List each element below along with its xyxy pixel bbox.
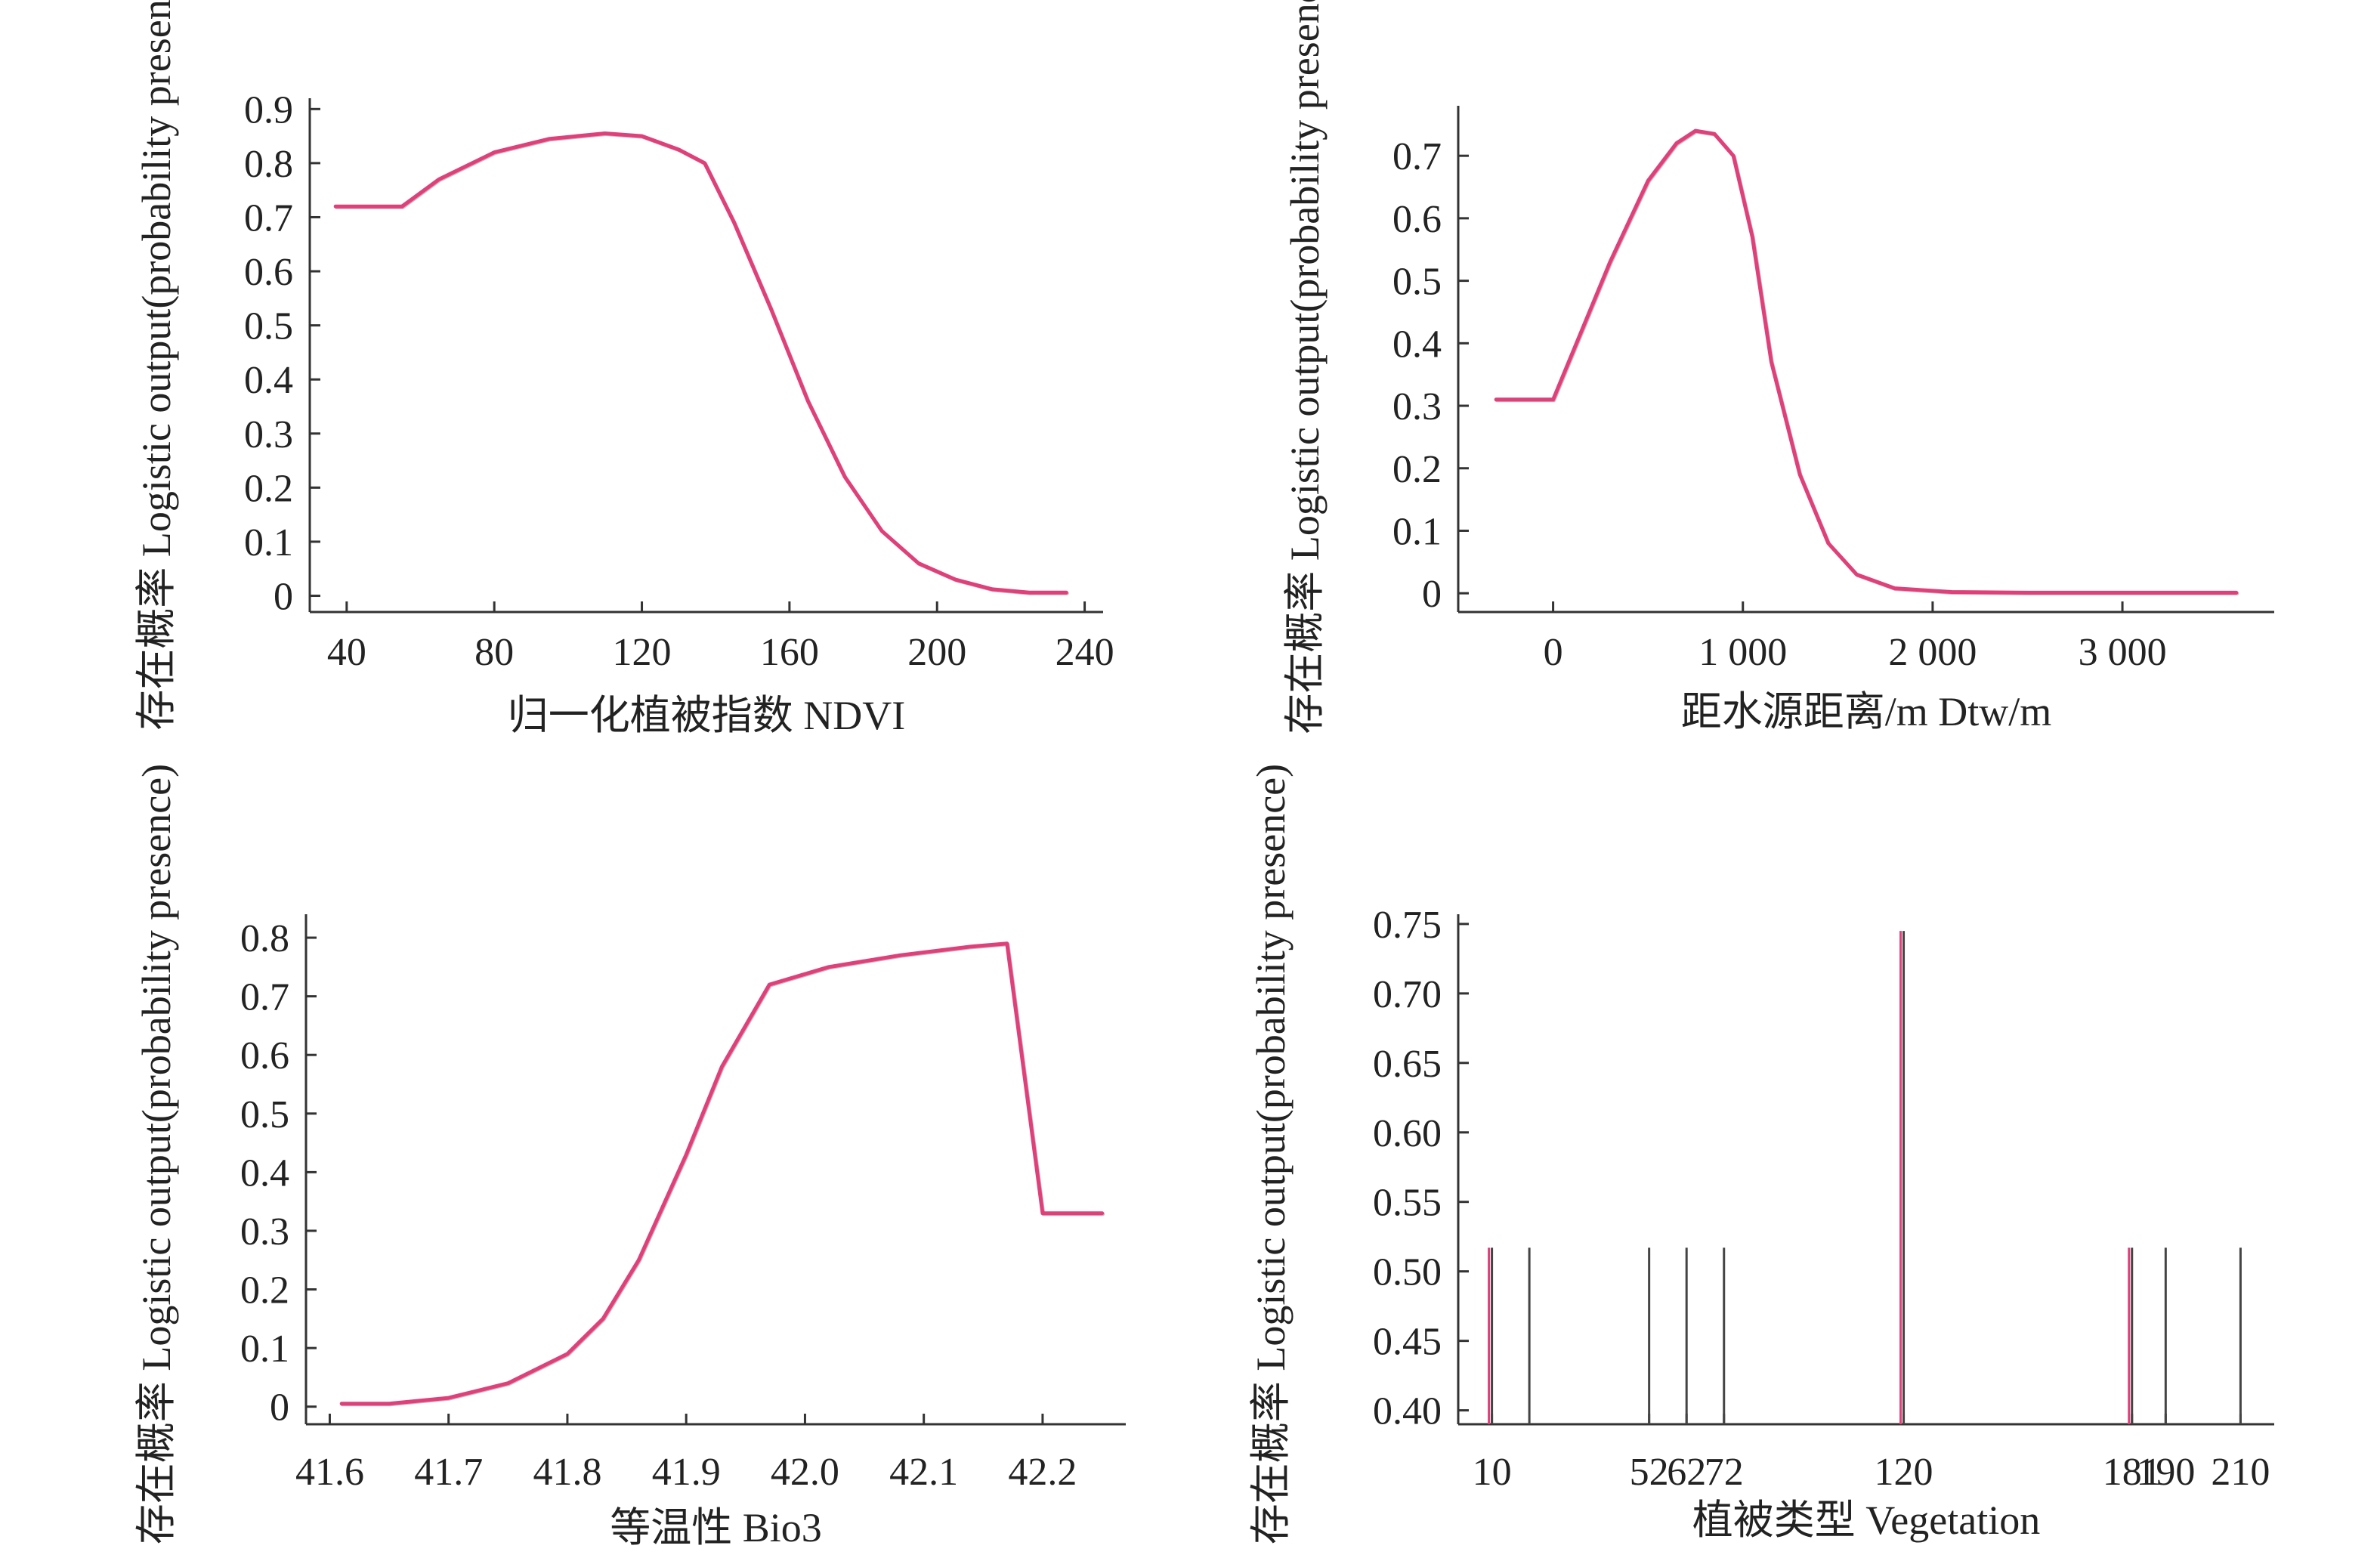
y-tick-label: 0.8 — [244, 143, 293, 186]
y-tick-label: 0.2 — [240, 1269, 289, 1312]
x-tick-label: 160 — [760, 631, 819, 674]
panel-isothermality: 0 0.1 0.2 0.3 0.4 0.5 0.6 0.7 0.8 41.6 41.7 41.8 41.… — [134, 764, 1126, 1550]
x-tick-label: 240 — [1056, 631, 1114, 674]
x-tick-label: 62 — [1667, 1451, 1706, 1494]
x-tick-label: 52 — [1630, 1451, 1669, 1494]
y-tick-label: 0.1 — [1392, 510, 1442, 553]
x-tick-label: 42.0 — [771, 1451, 839, 1494]
x-tick-label: 10 — [1473, 1451, 1512, 1494]
x-tick-label: 80 — [474, 631, 514, 674]
y-tick-label: 0.8 — [240, 917, 289, 960]
x-tick-label: 120 — [1875, 1451, 1933, 1494]
panel-distance-to-water: 0 0.1 0.2 0.3 0.4 0.5 0.6 0.7 0 1 000 2 000 3 000 距水… — [1282, 0, 2274, 734]
y-axis-title: 存在概率 Logistic output(probability presenc… — [134, 0, 179, 731]
y-tick-label: 0.7 — [244, 196, 293, 240]
x-tick-label: 72 — [1705, 1451, 1744, 1494]
series-line-shadow — [334, 132, 1069, 595]
y-axis-title: 存在概率 Logistic output(probability presenc… — [1248, 764, 1294, 1544]
y-axis-title: 存在概率 Logistic output(probability presenc… — [134, 764, 179, 1544]
x-tick-label: 41.6 — [295, 1451, 364, 1494]
y-axis-title: 存在概率 Logistic output(probability presenc… — [1282, 0, 1328, 734]
y-tick-label: 0.2 — [1392, 448, 1442, 491]
x-tick-label: 1 000 — [1698, 631, 1787, 674]
y-tick-label: 0.55 — [1373, 1182, 1442, 1225]
x-tick-label: 181 — [2103, 1451, 2162, 1494]
series-line — [339, 941, 1105, 1406]
y-tick-label: 0.5 — [240, 1093, 289, 1136]
series-line-shadow — [340, 942, 1105, 1407]
y-tick-label: 0.4 — [244, 359, 293, 402]
y-tick-label: 0.1 — [240, 1328, 289, 1371]
y-tick-label: 0.6 — [244, 251, 293, 294]
y-tick-label: 0.65 — [1373, 1043, 1442, 1086]
series-line — [1494, 128, 2239, 595]
y-tick-label: 0.2 — [244, 467, 293, 510]
y-tick-label: 0.7 — [1392, 135, 1442, 178]
x-tick-label: 2 000 — [1888, 631, 1977, 674]
y-tick-label: 0.60 — [1373, 1112, 1442, 1155]
x-tick-label: 120 — [613, 631, 672, 674]
panel-vegetation-type: 0.40 0.45 0.50 0.55 0.60 0.65 0.70 0.75 10 526272… — [1248, 764, 2274, 1544]
y-tick-label: 0.3 — [244, 413, 293, 456]
y-tick-label: 0.4 — [1392, 323, 1442, 366]
x-tick-label: 0 — [1544, 631, 1563, 674]
x-tick-label: 41.7 — [414, 1451, 483, 1494]
y-tick-label: 0.40 — [1373, 1390, 1442, 1433]
y-tick-label: 0.6 — [1392, 198, 1442, 241]
series-line — [333, 131, 1068, 595]
x-tick-label: 42.2 — [1008, 1451, 1077, 1494]
y-tick-label: 0.6 — [240, 1034, 289, 1077]
x-tick-label: 210 — [2211, 1451, 2270, 1494]
y-tick-label: 0.75 — [1373, 904, 1442, 947]
y-tick-label: 0 — [274, 576, 293, 619]
x-tick-label: 40 — [327, 631, 366, 674]
y-tick-label: 0.3 — [1392, 385, 1442, 428]
y-tick-label: 0.9 — [244, 88, 293, 131]
x-axis-title: 等温性 Bio3 — [610, 1505, 822, 1550]
x-tick-label: 3 000 — [2079, 631, 2167, 674]
y-tick-label: 0.5 — [1392, 261, 1442, 304]
y-tick-label: 0.50 — [1373, 1251, 1442, 1294]
x-tick-label: 41.8 — [533, 1451, 601, 1494]
x-tick-label: 190 — [2136, 1451, 2195, 1494]
y-tick-label: 0.70 — [1373, 973, 1442, 1016]
x-tick-label: 42.1 — [889, 1451, 958, 1494]
series-line-shadow — [1494, 129, 2239, 595]
y-tick-label: 0.5 — [244, 305, 293, 348]
x-tick-label: 41.9 — [652, 1451, 721, 1494]
y-tick-label: 0.3 — [240, 1210, 289, 1253]
x-axis-title: 植被类型 Vegetation — [1692, 1498, 2040, 1543]
x-axis-title: 距水源距离/m Dtw/m — [1681, 689, 2052, 734]
y-tick-label: 0.45 — [1373, 1321, 1442, 1364]
panel-ndvi: 0 0.1 0.2 0.3 0.4 0.5 0.6 0.7 0.8 0.9 40 80 120 160 20… — [134, 0, 1114, 738]
x-axis-title: 归一化植被指数 NDVI — [508, 693, 905, 738]
y-tick-label: 0 — [270, 1386, 289, 1430]
x-tick-label: 200 — [907, 631, 966, 674]
y-tick-label: 0.4 — [240, 1151, 289, 1195]
y-tick-label: 0.1 — [244, 521, 293, 564]
y-tick-label: 0.7 — [240, 976, 289, 1019]
y-tick-label: 0 — [1422, 573, 1442, 616]
